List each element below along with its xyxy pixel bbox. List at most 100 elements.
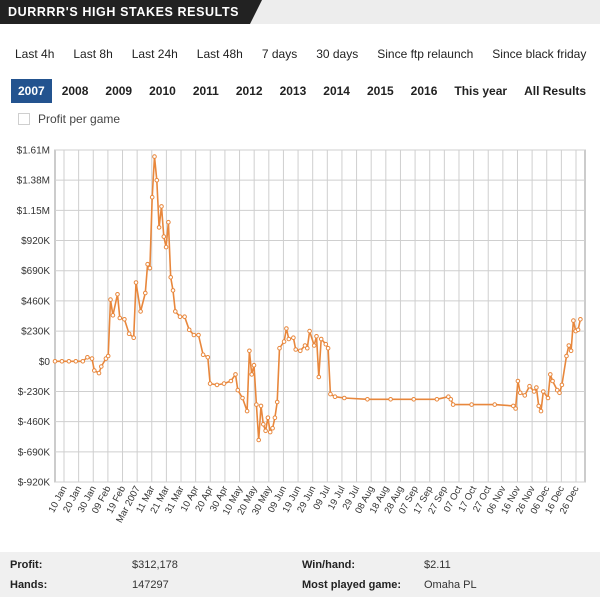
profit-data-point (277, 345, 282, 351)
profit-data-point (96, 370, 102, 376)
year-2015-button[interactable]: 2015 (366, 84, 394, 98)
profit-data-point (575, 327, 581, 333)
profit-data-point (550, 378, 555, 384)
year-2011-button[interactable]: 2011 (192, 84, 219, 98)
profit-data-point (247, 348, 252, 354)
profit-data-point (143, 290, 148, 296)
profit-data-point (388, 397, 393, 402)
year-2007-button[interactable]: 2007 (11, 79, 52, 103)
year-this-year-button[interactable]: This year (454, 84, 508, 98)
profit-data-point (318, 336, 324, 342)
profit-data-point (492, 402, 498, 407)
year-2012-button[interactable]: 2012 (235, 84, 263, 98)
year-2008-button[interactable]: 2008 (61, 84, 89, 98)
profit-data-point (578, 317, 583, 322)
profit-data-point (534, 385, 539, 390)
profit-data-point (527, 383, 532, 389)
profit-data-point (293, 347, 299, 352)
range-30-days-button[interactable]: 30 days (316, 47, 359, 61)
profit-data-point (522, 393, 528, 398)
profit-data-point (448, 397, 454, 402)
profit-data-point (254, 402, 259, 407)
year-all-results-button[interactable]: All Results (524, 84, 587, 98)
plot-area (54, 149, 586, 483)
profit-data-point (166, 219, 171, 225)
y-tick-label: $0 (39, 357, 51, 368)
y-tick-label: $-230K (18, 387, 51, 398)
profit-data-point (233, 372, 238, 377)
profit-data-point (434, 397, 440, 402)
profit-per-game-checkbox[interactable] (18, 113, 30, 125)
year-filter-row: 2007 2008 2009 2010 2011 2012 2013 2014 2015 2016… (11, 79, 596, 103)
range-last-4h-button[interactable]: Last 4h (15, 47, 55, 61)
profit-data-point (342, 395, 347, 401)
profit-data-point (154, 177, 160, 183)
range-since-black-friday-button[interactable]: Since black friday (492, 47, 587, 61)
profit-data-point (261, 422, 266, 427)
profit-data-point (133, 280, 139, 285)
profit-data-point (235, 387, 241, 393)
profit-data-point (548, 372, 553, 377)
profit-data-point (564, 353, 569, 359)
profit-data-point (325, 345, 331, 351)
year-2010-button[interactable]: 2010 (149, 84, 176, 98)
profit-data-point (59, 359, 65, 364)
profit-data-point (145, 261, 150, 267)
y-tick-label: $-460K (18, 417, 51, 428)
range-7-days-button[interactable]: 7 days (261, 47, 298, 61)
y-tick-label: $920K (21, 236, 50, 247)
profit-data-point (126, 331, 132, 336)
profit-data-point (228, 378, 234, 384)
profit-data-point (274, 399, 280, 405)
year-2009-button[interactable]: 2009 (105, 84, 133, 98)
profit-data-point (66, 359, 72, 364)
profit-data-point (99, 364, 104, 369)
profit-data-point (249, 372, 254, 377)
profit-data-point (281, 339, 287, 344)
profit-data-point (568, 348, 574, 354)
profit-data-point (513, 406, 518, 411)
range-since-ftp-relaunch-button[interactable]: Since ftp relaunch (377, 47, 474, 61)
range-last-24h-button[interactable]: Last 24h (131, 47, 178, 61)
year-2013-button[interactable]: 2013 (279, 84, 307, 98)
profit-data-point (177, 314, 183, 319)
profit-data-point (240, 395, 245, 401)
profit-data-point (156, 225, 162, 230)
profit-per-game-label: Profit per game (38, 112, 121, 126)
year-2014-button[interactable]: 2014 (323, 84, 350, 98)
profit-data-point (298, 348, 303, 354)
profit-data-point (311, 343, 317, 348)
profit-data-point (323, 341, 329, 347)
y-tick-label: $1.38M (17, 176, 50, 187)
profit-data-point (450, 402, 456, 407)
summary-footer: Profit: $312,178 Hands: 147297 Win/hand:… (0, 552, 600, 597)
range-last-48h-button[interactable]: Last 48h (196, 47, 243, 61)
profit-data-point (131, 335, 136, 340)
profit-data-point (182, 314, 187, 319)
profit-data-point (159, 204, 164, 209)
hands-label: Hands: (10, 579, 48, 591)
profit-data-point (536, 403, 542, 409)
range-last-8h-button[interactable]: Last 8h (73, 47, 113, 61)
profit-data-point (105, 353, 111, 359)
profit-data-point (207, 381, 213, 386)
profit-data-point (307, 328, 312, 334)
profit-data-point (263, 428, 268, 434)
most-played-game-value: Omaha PL (424, 579, 477, 591)
profit-data-point (291, 335, 296, 340)
range-filter-row: Last 4h Last 8h Last 24h Last 48h 7 days 30 d… (8, 44, 598, 64)
y-tick-label: $-690K (18, 447, 51, 458)
page-title: DURRRR'S HIGH STAKES RESULTS (0, 0, 262, 24)
profit-data-point (191, 332, 197, 338)
profit-data-point (122, 317, 127, 322)
profit-data-point (117, 315, 123, 321)
profit-data-point (571, 318, 576, 323)
profit-data-point (152, 154, 157, 159)
profit-data-point (251, 362, 257, 368)
profit-data-point (200, 352, 206, 357)
profit-per-game-toggle[interactable]: Profit per game (18, 112, 120, 126)
year-2016-button[interactable]: 2016 (410, 84, 438, 98)
hands-value: 147297 (132, 579, 169, 591)
profit-data-point (186, 327, 192, 333)
profit-data-point (566, 343, 572, 348)
